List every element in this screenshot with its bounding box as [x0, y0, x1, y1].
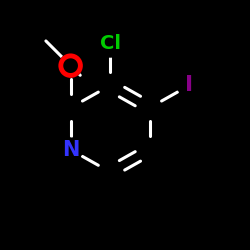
Circle shape: [59, 54, 82, 77]
Text: N: N: [62, 140, 79, 160]
Circle shape: [178, 74, 201, 97]
Circle shape: [96, 30, 124, 57]
Text: I: I: [185, 76, 193, 96]
Text: Cl: Cl: [100, 34, 121, 53]
Circle shape: [59, 138, 82, 161]
